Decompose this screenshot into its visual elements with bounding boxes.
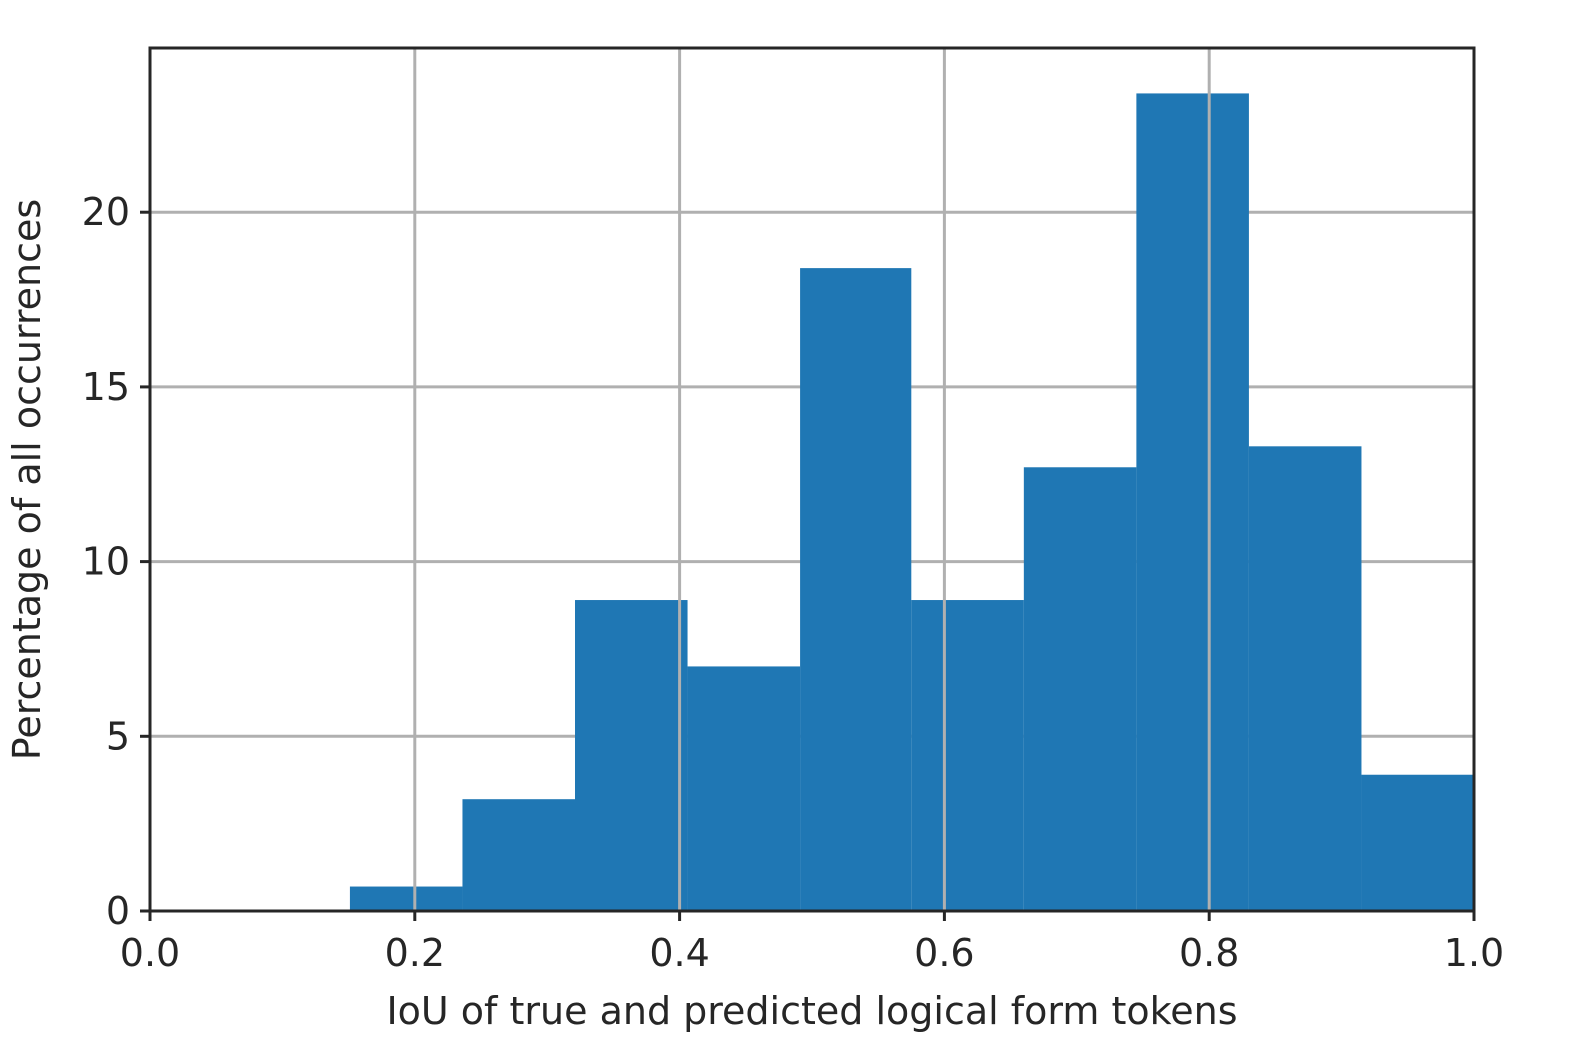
x-tick-label: 0.6 — [914, 931, 974, 975]
histogram-bar-3 — [575, 600, 688, 911]
histogram-bar-1 — [349, 886, 463, 911]
plot-frame — [148, 46, 1476, 913]
x-tick-label: 1.0 — [1444, 931, 1504, 975]
histogram-bar-10 — [1361, 774, 1474, 911]
y-tick-label: 15 — [82, 365, 130, 409]
histogram-bar-2 — [462, 799, 576, 911]
x-tick-label: 0.2 — [385, 931, 445, 975]
histogram-bar-6 — [911, 600, 1024, 911]
y-tick-label: 20 — [82, 190, 130, 234]
histogram-bars — [349, 93, 1474, 912]
histogram-bar-4 — [687, 666, 801, 911]
x-tick-label: 0.4 — [649, 931, 709, 975]
histogram-bar-8 — [1136, 93, 1249, 912]
axis-ticks: 0.0 0.2 0.4 0.6 0.8 1.0 0 5 10 15 20 — [82, 190, 1505, 975]
y-axis-label: Percentage of all occurrences — [5, 199, 49, 760]
x-tick-label: 0.8 — [1179, 931, 1239, 975]
vertical-grid-overlay — [413, 48, 1211, 911]
x-axis-label: IoU of true and predicted logical form t… — [386, 989, 1237, 1033]
x-tick-label: 0.0 — [120, 931, 180, 975]
histogram-bar-7 — [1023, 467, 1137, 911]
y-tick-label: 0 — [106, 889, 130, 933]
y-tick-label: 5 — [106, 714, 130, 758]
histogram-bar-9 — [1248, 446, 1362, 911]
y-tick-label: 10 — [82, 540, 130, 584]
histogram-bar-5 — [800, 268, 912, 911]
